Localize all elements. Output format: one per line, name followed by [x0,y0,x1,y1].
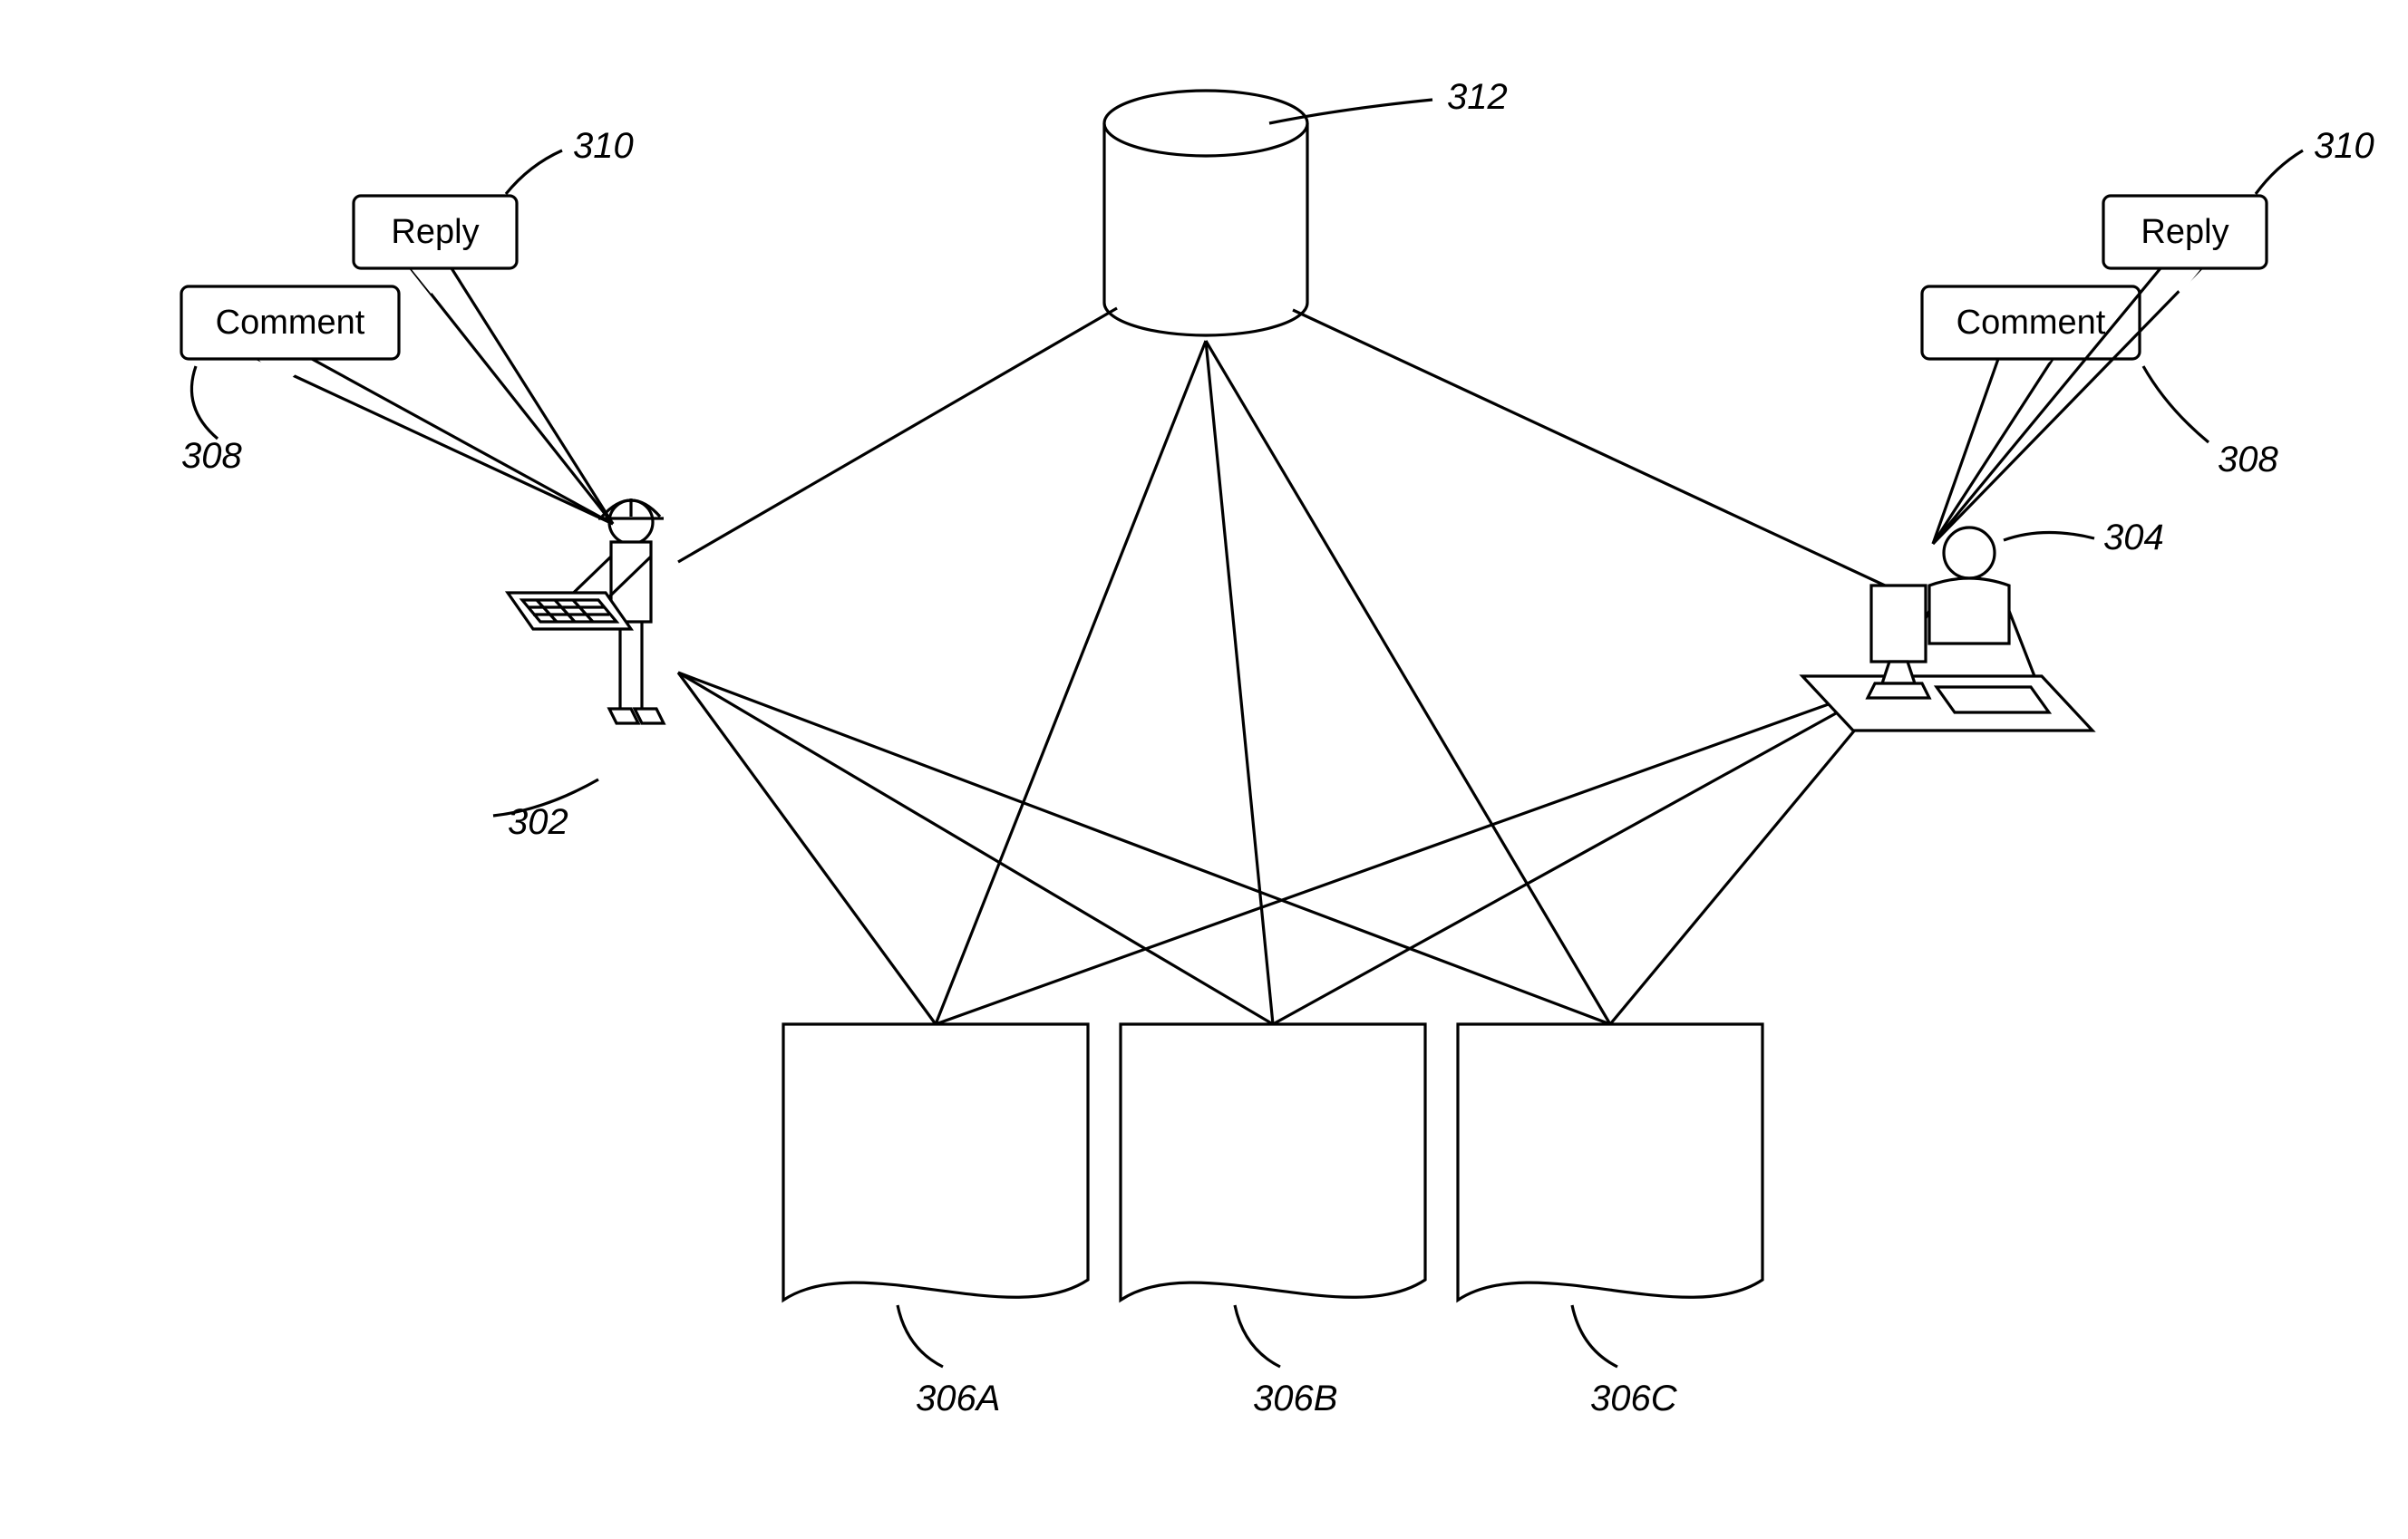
patent-diagram: 312 306A 306B 306C 302 304 Comment 308 Reply 310 C… [0,0,2408,1539]
document [1458,1024,1762,1300]
ref-label: 308 [181,436,242,476]
ref-label: 310 [573,126,634,166]
ref-label: 304 [2103,518,2164,557]
ref-label: 310 [2314,126,2374,166]
document [1121,1024,1425,1300]
reply-bubble-right-label: Reply [2141,213,2228,251]
document [783,1024,1088,1300]
comment-bubble-right-label: Comment [1956,304,2106,342]
ref-label: 302 [508,802,568,842]
reply-bubble-left-label: Reply [391,213,479,251]
ref-label: 308 [2218,440,2278,479]
ref-label: 312 [1447,77,1508,117]
db-cylinder [1104,91,1307,156]
ref-label: 306A [916,1379,1000,1418]
ref-label: 306B [1253,1379,1337,1418]
comment-bubble-left-label: Comment [216,304,365,342]
ref-label: 306C [1590,1379,1678,1418]
